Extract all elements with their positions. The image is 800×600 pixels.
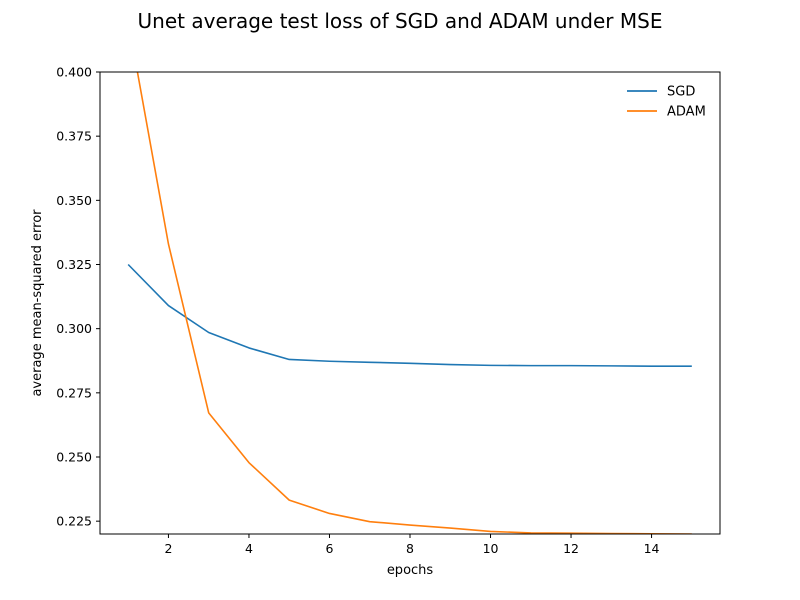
y-axis: 0.225 0.250 0.275 0.300 0.325 0.350 0.375 0.400 xyxy=(56,65,100,529)
x-tick-label: 4 xyxy=(245,541,253,556)
series-layer xyxy=(127,72,692,534)
y-tick-label: 0.250 xyxy=(56,450,92,465)
legend-label-sgd: SGD xyxy=(667,85,695,100)
y-tick-label: 0.375 xyxy=(56,129,92,144)
x-tick-label: 2 xyxy=(164,541,172,556)
series-line-adam xyxy=(136,72,692,534)
y-tick-label: 0.350 xyxy=(56,193,92,208)
y-tick-label: 0.325 xyxy=(56,257,92,272)
x-tick-label: 10 xyxy=(483,541,499,556)
x-axis: 2 4 6 8 10 12 14 xyxy=(164,534,660,556)
x-tick-label: 14 xyxy=(644,541,660,556)
x-axis-label: epochs xyxy=(387,563,434,578)
y-tick-label: 0.225 xyxy=(56,514,92,529)
x-tick-label: 12 xyxy=(563,541,579,556)
plot-frame xyxy=(99,71,721,535)
chart-title: Unet average test loss of SGD and ADAM u… xyxy=(138,9,663,33)
y-tick-label: 0.275 xyxy=(56,385,92,400)
legend: SGD ADAM xyxy=(627,85,706,120)
y-tick-label: 0.300 xyxy=(56,321,92,336)
legend-label-adam: ADAM xyxy=(667,105,706,120)
y-tick-label: 0.400 xyxy=(56,65,92,80)
y-axis-label: average mean-squared error xyxy=(30,209,45,397)
series-line-sgd xyxy=(127,263,692,367)
x-tick-label: 8 xyxy=(406,541,414,556)
x-tick-label: 6 xyxy=(326,541,334,556)
